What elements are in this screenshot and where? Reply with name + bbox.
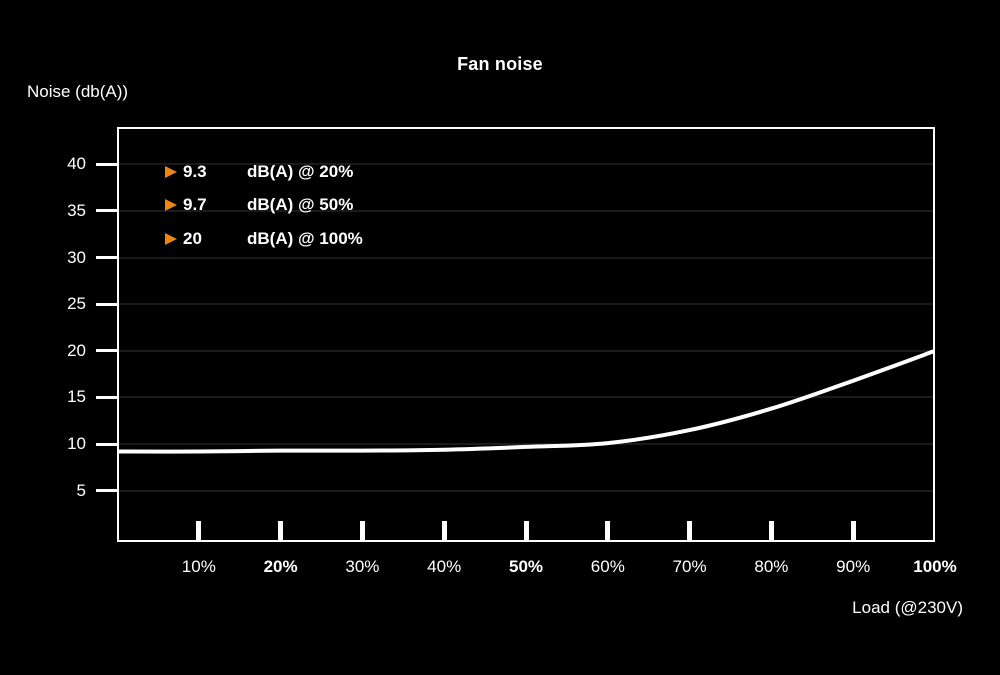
legend-item: 9.3 dB(A) @ 20%	[165, 161, 363, 182]
y-tick-mark	[96, 302, 117, 306]
y-tick-label: 40	[67, 154, 86, 174]
x-tick-label: 80%	[754, 557, 789, 576]
gridline	[117, 256, 935, 259]
legend-label: dB(A) @ 100%	[247, 228, 363, 248]
x-tick-mark	[441, 521, 447, 542]
noise-curve	[117, 348, 935, 454]
x-tick-label: 50%	[508, 557, 544, 576]
legend-value: 9.7	[183, 195, 207, 214]
y-tick-mark	[96, 256, 117, 260]
chart-title: Fan noise	[457, 54, 543, 74]
gridline	[117, 209, 935, 212]
y-tick-mark	[96, 442, 117, 446]
legend-item: 9.7 dB(A) @ 50%	[165, 195, 363, 216]
y-tick-label: 15	[67, 387, 86, 407]
x-tick-label: 40%	[427, 557, 462, 576]
x-tick-label: 10%	[181, 557, 216, 576]
x-tick-mark	[278, 521, 284, 542]
gridline	[117, 349, 935, 352]
legend-value: 9.3	[183, 161, 207, 181]
y-axis-title: Noise (db(A))	[27, 82, 129, 101]
y-tick-mark	[96, 162, 117, 166]
noise-curve-canvas	[117, 348, 935, 454]
x-tick-mark	[523, 521, 529, 542]
x-tick-mark	[850, 521, 856, 542]
y-tick-label: 30	[67, 247, 86, 267]
x-tick-mark	[605, 521, 611, 542]
legend: 9.3 dB(A) @ 20% 9.7 dB(A) @ 50% 20 dB(A) @ 10…	[165, 161, 363, 262]
triangle-marker-icon	[165, 165, 177, 178]
x-tick-label: 60%	[590, 557, 625, 576]
y-tick-label: 10	[67, 434, 86, 454]
x-tick-label: 70%	[672, 557, 707, 576]
x-tick-mark	[768, 521, 774, 542]
legend-value: 20	[183, 228, 202, 248]
gridline	[117, 396, 935, 399]
x-tick-mark	[359, 521, 365, 542]
legend-label: dB(A) @ 50%	[247, 195, 354, 214]
gridline	[117, 443, 935, 446]
y-tick-label: 5	[76, 480, 86, 500]
gridline	[117, 163, 935, 166]
x-tick-mark	[687, 521, 693, 542]
y-tick-mark	[96, 349, 117, 353]
triangle-marker-icon	[165, 232, 177, 245]
x-tick-label: 100%	[913, 557, 957, 576]
plot-area	[117, 127, 935, 542]
x-tick-label: 20%	[263, 557, 298, 576]
y-tick-mark	[96, 209, 117, 213]
y-tick-label: 25	[67, 294, 86, 314]
legend-item: 20 dB(A) @ 100%	[165, 228, 363, 249]
y-tick-label: 20	[67, 340, 86, 360]
x-tick-label: 90%	[836, 557, 871, 576]
gridline	[117, 489, 935, 492]
y-tick-mark	[96, 395, 117, 399]
y-tick-mark	[96, 489, 117, 493]
y-tick-label: 35	[67, 200, 86, 220]
legend-label: dB(A) @ 20%	[247, 161, 354, 181]
x-axis-title: Load (@230V)	[852, 598, 963, 617]
x-tick-mark	[196, 521, 202, 542]
gridline	[117, 303, 935, 306]
triangle-marker-icon	[165, 199, 177, 211]
x-tick-label: 30%	[345, 557, 380, 576]
